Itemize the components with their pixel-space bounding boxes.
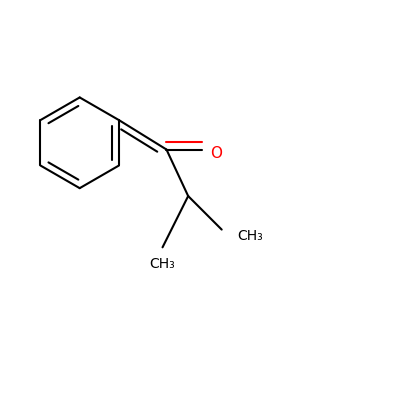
Text: CH₃: CH₃: [150, 257, 176, 271]
Text: O: O: [210, 146, 222, 161]
Text: CH₃: CH₃: [238, 228, 263, 242]
